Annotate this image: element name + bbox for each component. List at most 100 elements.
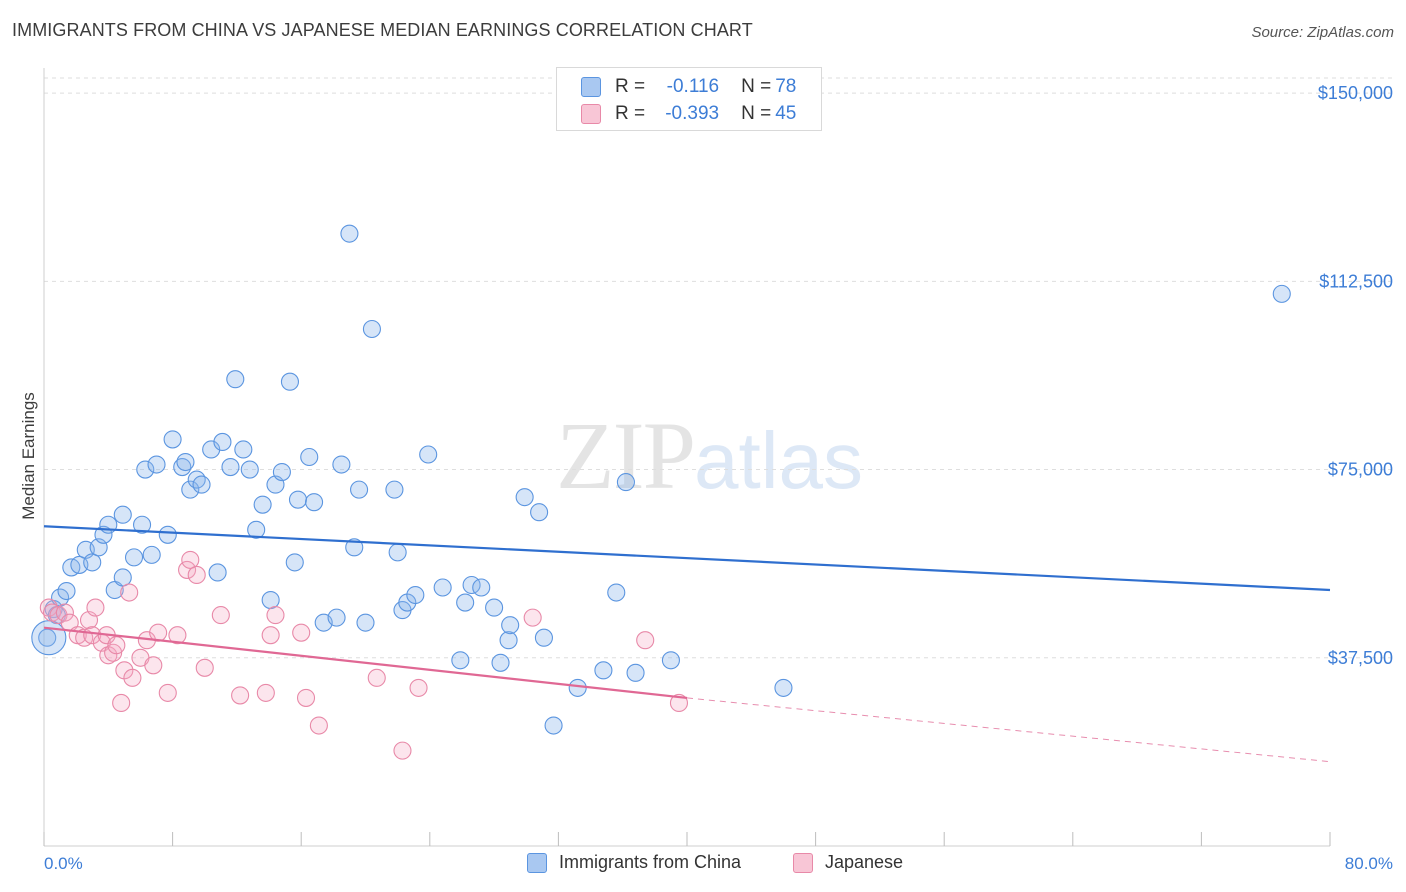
point-china [472, 578, 491, 597]
point-japanese [296, 688, 316, 707]
point-china [173, 457, 192, 477]
point-china [594, 661, 613, 680]
x-tick-label: 80.0% [1345, 854, 1393, 873]
point-china [113, 568, 132, 587]
point-china [192, 475, 211, 494]
point-japanese [523, 608, 542, 627]
point-china [499, 631, 518, 650]
legend-swatch-japanese [581, 104, 601, 124]
point-japanese [309, 716, 328, 735]
point-japanese [187, 565, 206, 585]
point-china [272, 463, 291, 482]
trendline-japanese [43, 626, 688, 700]
point-china [419, 445, 438, 464]
point-china [356, 613, 375, 632]
point-china [501, 616, 520, 635]
point-japanese [367, 668, 386, 687]
point-china [350, 480, 369, 499]
legend-item-japanese[interactable]: Japanese [793, 852, 903, 873]
legend-row-china: R = -0.116 N = 78 [581, 75, 796, 99]
point-china [661, 651, 680, 670]
point-china [345, 538, 364, 557]
point-japanese [120, 583, 139, 602]
point-china [187, 470, 206, 489]
legend-label-china: Immigrants from China [559, 852, 742, 872]
point-japanese [256, 683, 275, 702]
point-china [253, 495, 272, 514]
point-japanese [195, 658, 214, 677]
point-japanese [123, 668, 142, 687]
legend-item-china[interactable]: Immigrants from China [527, 852, 741, 873]
point-japanese [107, 636, 126, 655]
trend-layer [43, 525, 1331, 763]
point-japanese [112, 693, 131, 712]
point-china [327, 608, 346, 627]
point-china [616, 473, 635, 492]
point-china [388, 543, 407, 562]
grid-layer [44, 77, 1392, 659]
point-japanese [39, 598, 58, 617]
series-japanese [39, 550, 689, 760]
legend-swatch-china [527, 852, 547, 873]
point-china [530, 503, 549, 522]
ticks-layer: $37,500 $75,000 $112,500 $150,000 0.0% 80.0% [43, 83, 1393, 873]
trendline-japanese-extension [686, 697, 1331, 763]
point-japanese [393, 741, 412, 760]
chart-title: IMMIGRANTS FROM CHINA VS JAPANESE MEDIAN… [12, 20, 753, 40]
point-japanese [158, 683, 177, 702]
legend-r-value: -0.393 [665, 103, 720, 124]
point-japanese [83, 626, 102, 645]
point-china [158, 525, 177, 544]
point-china [340, 224, 359, 243]
legend-n-value: 45 [775, 103, 797, 124]
legend-r-label: R = [615, 76, 646, 97]
y-axis-label: Median Earnings [19, 392, 38, 520]
point-china [491, 653, 510, 672]
point-china [456, 593, 475, 612]
point-china [133, 515, 152, 534]
legend-series: Immigrants from China Japanese [0, 852, 1406, 878]
y-tick-label: $112,500 [1319, 271, 1393, 291]
point-china [515, 488, 534, 507]
point-china [362, 319, 381, 339]
point-china [163, 430, 182, 449]
legend-swatch-china [581, 77, 601, 97]
point-china [406, 585, 425, 605]
point-japanese [409, 678, 428, 697]
point-china [451, 651, 470, 670]
legend-label-japanese: Japanese [825, 852, 904, 872]
y-tick-label: $37,500 [1328, 648, 1393, 668]
point-china [221, 457, 240, 477]
point-china [544, 716, 563, 735]
point-china [176, 452, 195, 472]
point-china [261, 591, 280, 610]
axes-layer [43, 68, 1330, 847]
point-china [285, 553, 304, 572]
point-china [83, 553, 102, 572]
point-japanese [261, 626, 280, 645]
point-china [433, 578, 452, 597]
point-china [234, 440, 253, 459]
point-china [300, 447, 319, 467]
point-china [147, 455, 166, 474]
watermark: ZIPatlas [556, 400, 863, 511]
point-china [226, 370, 245, 389]
point-japanese [292, 623, 311, 642]
point-china [57, 581, 76, 601]
point-japanese [636, 631, 655, 650]
point-japanese [231, 686, 250, 705]
legend-n-label: N = [741, 76, 772, 97]
point-china [38, 628, 57, 647]
x-tick-label: 0.0% [44, 854, 83, 873]
point-china [124, 548, 144, 567]
point-china [305, 493, 324, 512]
legend-stats: R = -0.116 N = 78 R = -0.393 N = 45 [556, 67, 822, 131]
trendline-china [43, 525, 1331, 592]
point-china [247, 520, 266, 539]
point-china [568, 678, 587, 697]
point-japanese [168, 626, 187, 645]
y-tick-label: $75,000 [1328, 460, 1393, 480]
legend-r-value: -0.116 [666, 76, 720, 97]
point-china [1272, 284, 1291, 303]
